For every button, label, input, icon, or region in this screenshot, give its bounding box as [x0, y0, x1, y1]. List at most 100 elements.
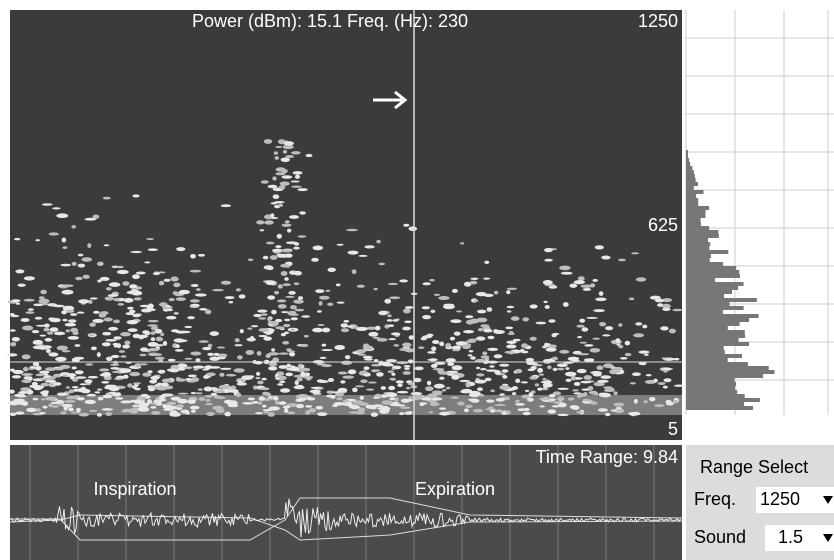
speckle — [321, 343, 327, 347]
speckle — [489, 409, 496, 413]
speckle — [547, 409, 557, 414]
select-value[interactable]: 1.5 — [778, 527, 803, 547]
speckle — [150, 326, 159, 331]
hist-bar — [686, 210, 706, 214]
speckle — [190, 284, 199, 287]
speckle — [220, 204, 232, 208]
speckle — [147, 387, 156, 392]
speckle — [552, 367, 558, 372]
speckle — [430, 309, 436, 313]
hist-bar — [686, 334, 746, 338]
speckle — [633, 398, 638, 404]
speckle — [565, 378, 572, 382]
speckle — [113, 298, 120, 302]
speckle — [205, 403, 214, 406]
speckle — [247, 327, 253, 330]
speckle — [400, 406, 411, 410]
speckle — [84, 399, 96, 405]
speckle — [68, 319, 77, 323]
speckle — [219, 367, 232, 370]
control-label: Sound — [694, 527, 746, 547]
speckle — [341, 328, 349, 333]
speckle — [150, 375, 160, 380]
speckle — [336, 301, 345, 304]
speckle — [396, 390, 409, 394]
speckle — [230, 385, 237, 390]
speckle — [173, 282, 181, 288]
speckle — [592, 337, 600, 340]
hist-bar — [686, 202, 699, 206]
speckle — [419, 402, 425, 407]
speckle — [483, 293, 494, 297]
hist-bar — [686, 170, 694, 174]
speckle — [55, 356, 67, 362]
speckle — [173, 312, 179, 315]
freq-select[interactable] — [756, 487, 834, 513]
speckle — [479, 393, 485, 397]
speckle — [465, 404, 473, 408]
speckle — [52, 207, 61, 210]
speckle — [542, 280, 553, 285]
speckle — [465, 383, 471, 388]
hist-bar — [686, 390, 738, 394]
speckle — [567, 397, 575, 401]
speckle — [275, 326, 285, 330]
sound-select[interactable] — [765, 525, 834, 551]
hist-bar — [686, 226, 710, 230]
dropdown-arrow[interactable] — [823, 534, 833, 542]
speckle — [163, 408, 173, 411]
speckle — [445, 343, 452, 348]
speckle — [207, 352, 215, 356]
speckle — [475, 366, 481, 370]
speckle — [544, 248, 553, 253]
speckle — [414, 366, 424, 371]
speckle — [65, 329, 71, 333]
speckle — [387, 314, 392, 318]
waveform — [9, 445, 683, 560]
select-value[interactable]: 1250 — [760, 489, 800, 509]
speckle — [275, 377, 280, 380]
phase-label: Expiration — [415, 479, 495, 499]
speckle — [577, 336, 582, 339]
speckle — [147, 370, 153, 374]
speckle — [195, 358, 201, 362]
speckle — [227, 389, 239, 393]
speckle — [104, 296, 114, 301]
hist-bar — [686, 258, 710, 262]
speckle — [316, 379, 324, 383]
speckle — [344, 355, 351, 360]
speckle — [421, 306, 430, 310]
speckle — [46, 348, 51, 354]
speckle — [370, 412, 378, 417]
speckle — [156, 386, 168, 391]
speckle — [395, 380, 404, 384]
speckle — [39, 334, 46, 337]
speckle — [258, 335, 268, 337]
speckle — [605, 326, 614, 331]
speckle — [428, 358, 438, 362]
speckle — [572, 405, 580, 411]
speckle — [296, 403, 305, 409]
speckle — [673, 357, 680, 361]
speckle — [219, 372, 225, 377]
speckle — [653, 378, 658, 383]
speckle — [643, 400, 648, 404]
speckle — [520, 381, 529, 384]
hist-bar — [686, 342, 749, 346]
speckle — [61, 289, 74, 295]
speckle — [543, 300, 548, 304]
speckle — [97, 396, 104, 401]
speckle — [422, 282, 431, 286]
speckle — [11, 299, 21, 303]
speckle — [355, 411, 365, 415]
hist-bar — [686, 394, 745, 398]
speckle — [476, 373, 485, 377]
speckle — [256, 351, 262, 356]
speckle — [373, 396, 380, 399]
speckle — [187, 316, 195, 320]
speckle — [267, 352, 280, 356]
speckle — [341, 402, 353, 406]
speckle — [277, 284, 283, 289]
dropdown-arrow[interactable] — [823, 496, 833, 504]
speckle — [358, 402, 370, 406]
